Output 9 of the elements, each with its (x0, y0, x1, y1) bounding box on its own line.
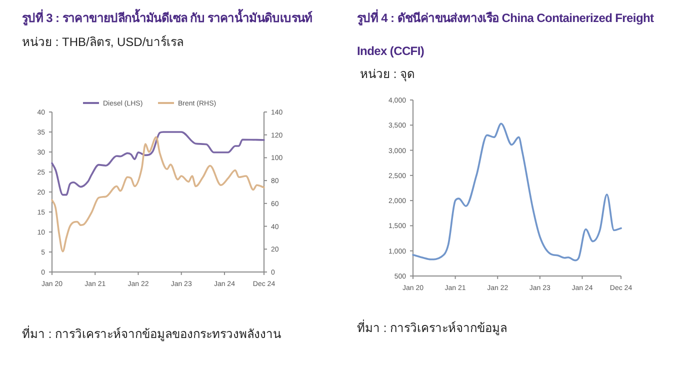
text: ที่มา : การวิเคราะห์จากข้อมูลของกระทรวงพลังงาน (22, 324, 282, 344)
line-series (51, 131, 265, 196)
text: ที่มา : การวิเคราะห์จากข้อมูล (357, 318, 508, 338)
line-series (412, 122, 622, 262)
chart-subtitle: หน่วย : THB/ลิตร, USD/บาร์เรล (22, 34, 184, 51)
chart-subtitle: หน่วย : จุด (360, 66, 416, 83)
line-series (51, 136, 265, 252)
chart-title: รูปที่ 3 : ราคาขายปลีกน้ำมันดีเซล กับ ราคาน้ำมันดิบเบรนท์ (22, 8, 314, 28)
chart-title: รูปที่ 4 : ดัชนีค่าขนส่งทางเรือ China Containerized Freight Index (CCFI) (357, 11, 654, 58)
